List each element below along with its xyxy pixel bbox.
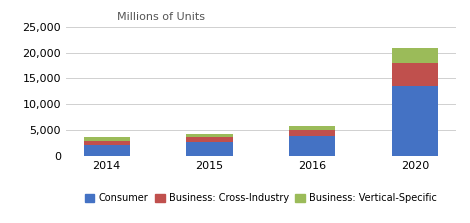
- Bar: [289, 126, 336, 130]
- Legend: Consumer, Business: Cross-Industry, Business: Vertical-Specific: Consumer, Business: Cross-Industry, Busi…: [81, 189, 441, 207]
- Bar: [392, 48, 438, 63]
- Bar: [392, 63, 438, 86]
- Bar: [289, 130, 336, 136]
- Bar: [186, 142, 233, 156]
- Bar: [84, 140, 130, 145]
- Bar: [84, 145, 130, 156]
- Bar: [84, 137, 130, 140]
- Bar: [392, 86, 438, 156]
- Bar: [186, 137, 233, 142]
- Bar: [289, 136, 336, 156]
- Bar: [186, 134, 233, 137]
- Text: Millions of Units: Millions of Units: [117, 12, 204, 22]
